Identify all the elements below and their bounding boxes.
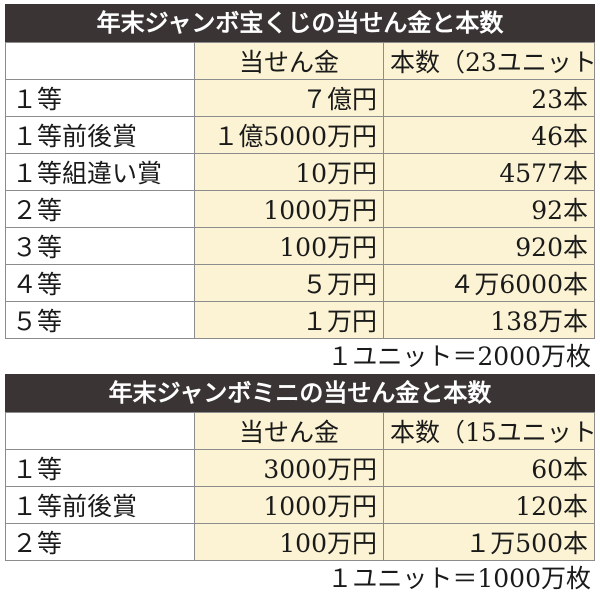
prize-count: 92本: [383, 190, 595, 228]
prize-rank: １等前後賞: [5, 486, 195, 524]
mini-prize-table: 当せん金 本数（15ユニット） １等 3000万円 60本 １等前後賞 1000…: [5, 412, 595, 561]
prize-amount: ７億円: [194, 79, 384, 117]
prize-amount: ５万円: [194, 264, 384, 302]
prize-rank: １等組違い賞: [5, 153, 195, 191]
unit-note: １ユニット＝2000万枚: [327, 342, 591, 371]
prize-rank: ２等: [5, 190, 195, 228]
prize-amount: １万円: [194, 301, 384, 339]
prize-amount: 1000万円: [194, 190, 384, 228]
prize-amount: １億5000万円: [194, 116, 384, 154]
table-row: １等 3000万円 60本: [5, 449, 595, 487]
prize-count: １万500本: [383, 523, 595, 561]
table-row: ２等 100万円 １万500本: [5, 523, 595, 561]
prize-amount: 100万円: [194, 523, 384, 561]
prize-count: 46本: [383, 116, 595, 154]
prize-rank: ５等: [5, 301, 195, 339]
table-header-row: 当せん金 本数（23ユニット）: [5, 42, 595, 80]
prize-rank: ４等: [5, 264, 195, 302]
prize-rank: ２等: [5, 523, 195, 561]
header-empty-cell: [5, 42, 195, 80]
prize-rank: １等: [5, 79, 195, 117]
jumbo-title: 年末ジャンボ宝くじの当せん金と本数: [5, 4, 595, 42]
prize-rank: １等: [5, 449, 195, 487]
table-row: １等 ７億円 23本: [5, 79, 595, 117]
table-row: ４等 ５万円 ４万6000本: [5, 264, 595, 302]
mini-section: 年末ジャンボミニの当せん金と本数 当せん金 本数（15ユニット） １等 3000…: [5, 374, 595, 597]
prize-rank: ３等: [5, 227, 195, 265]
prize-count: ４万6000本: [383, 264, 595, 302]
header-count: 本数（23ユニット）: [383, 42, 595, 80]
table-header-row: 当せん金 本数（15ユニット）: [5, 412, 595, 450]
prize-count: 4577本: [383, 153, 595, 191]
unit-note: １ユニット＝1000万枚: [327, 564, 591, 593]
prize-rank: １等前後賞: [5, 116, 195, 154]
prize-count: 23本: [383, 79, 595, 117]
prize-count: 120本: [383, 486, 595, 524]
prize-count: 138万本: [383, 301, 595, 339]
table-row: １等前後賞 1000万円 120本: [5, 486, 595, 524]
prize-count: 60本: [383, 449, 595, 487]
header-prize-amount: 当せん金: [194, 412, 384, 450]
table-row: ３等 100万円 920本: [5, 227, 595, 265]
table-row: １等前後賞 １億5000万円 46本: [5, 116, 595, 154]
jumbo-prize-table: 当せん金 本数（23ユニット） １等 ７億円 23本 １等前後賞 １億5000万…: [5, 42, 595, 339]
prize-amount: 100万円: [194, 227, 384, 265]
mini-title: 年末ジャンボミニの当せん金と本数: [5, 374, 595, 412]
table-row: １等組違い賞 10万円 4577本: [5, 153, 595, 191]
header-empty-cell: [5, 412, 195, 450]
prize-amount: 10万円: [194, 153, 384, 191]
jumbo-section: 年末ジャンボ宝くじの当せん金と本数 当せん金 本数（23ユニット） １等 ７億円…: [5, 4, 595, 375]
table-row: ５等 １万円 138万本: [5, 301, 595, 339]
prize-count: 920本: [383, 227, 595, 265]
prize-amount: 1000万円: [194, 486, 384, 524]
table-row: ２等 1000万円 92本: [5, 190, 595, 228]
prize-amount: 3000万円: [194, 449, 384, 487]
header-prize-amount: 当せん金: [194, 42, 384, 80]
header-count: 本数（15ユニット）: [383, 412, 595, 450]
